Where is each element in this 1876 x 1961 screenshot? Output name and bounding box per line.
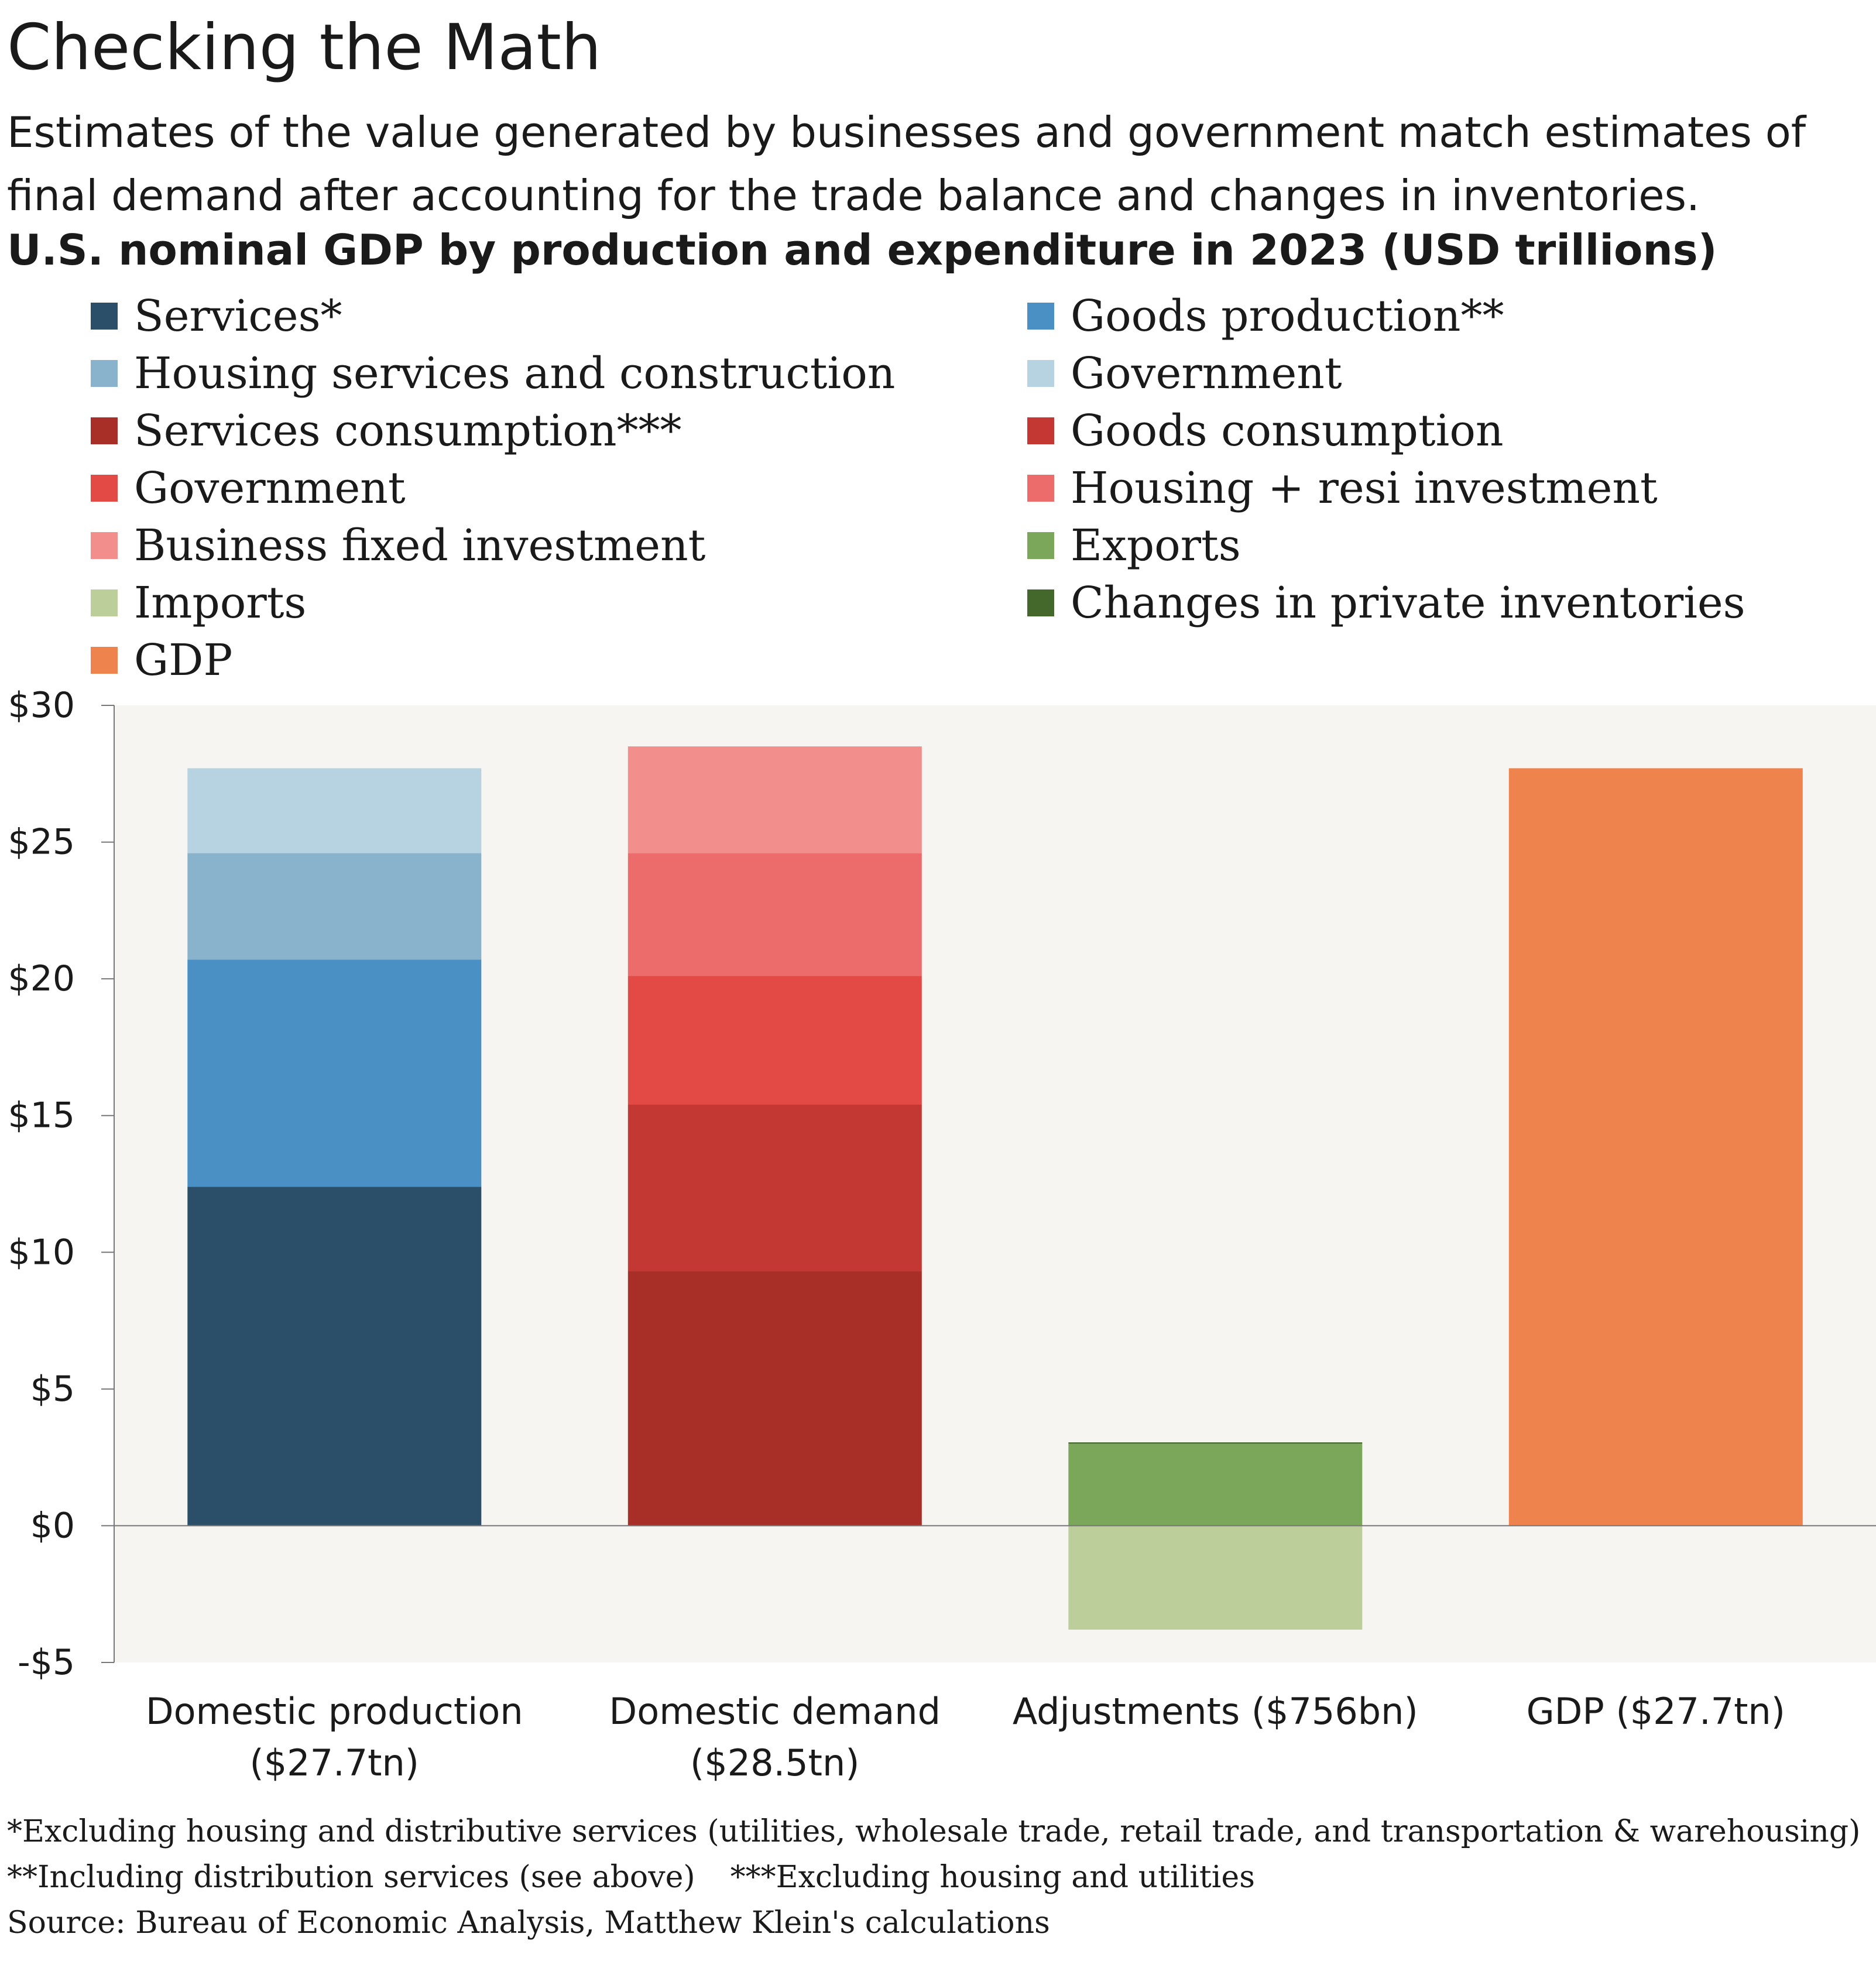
x-category-label: GDP ($27.7tn) xyxy=(1527,1690,1785,1733)
legend-swatch xyxy=(1027,303,1054,330)
chart-subtitle: Estimates of the value generated by busi… xyxy=(7,108,1806,220)
x-category-label: ($28.5tn) xyxy=(690,1741,859,1784)
legend: Services* Goods production** Housing servi… xyxy=(91,291,1847,685)
legend-item: GDP xyxy=(91,635,1027,685)
bar-segment xyxy=(627,976,922,1105)
x-category-label: Adjustments ($756bn) xyxy=(1013,1690,1418,1733)
bar-segment xyxy=(1068,1444,1363,1526)
bar-segment xyxy=(627,853,922,976)
legend-item: Government xyxy=(91,463,1027,513)
y-tick-label: $0 xyxy=(30,1505,75,1546)
legend-swatch xyxy=(91,360,118,387)
legend-swatch xyxy=(91,647,118,674)
y-tick-label: $15 xyxy=(8,1095,75,1136)
legend-label: Government xyxy=(1071,348,1342,399)
footnote-1: *Excluding housing and distributive serv… xyxy=(7,1814,1861,1849)
bar-segment xyxy=(187,768,482,853)
legend-label: Services consumption*** xyxy=(134,406,682,456)
footnote-2: **Including distribution services (see a… xyxy=(7,1860,695,1895)
legend-swatch xyxy=(91,417,118,444)
bar-chart: $30 $25 $20 $15 $10 $5 $0 -$5 Domestic producti… xyxy=(8,685,1876,1784)
legend-item: Government xyxy=(1027,348,1847,399)
x-category-label: ($27.7tn) xyxy=(250,1741,419,1784)
y-tick-label: $30 xyxy=(8,685,75,726)
bar-segment xyxy=(1508,768,1803,1526)
legend-label: Government xyxy=(134,463,406,513)
footnote-3: ***Excluding housing and utilities xyxy=(730,1860,1255,1895)
legend-item: Imports xyxy=(91,578,1027,628)
legend-label: Business fixed investment xyxy=(134,520,706,571)
legend-item: Goods consumption xyxy=(1027,406,1847,456)
legend-item: Goods production** xyxy=(1027,291,1847,341)
legend-item: Exports xyxy=(1027,520,1847,571)
legend-swatch xyxy=(1027,417,1054,444)
legend-label: Housing services and construction xyxy=(134,348,896,399)
bar-segment xyxy=(627,1105,922,1271)
y-tick-label: -$5 xyxy=(18,1642,75,1683)
legend-swatch xyxy=(91,475,118,502)
footnotes: *Excluding housing and distributive serv… xyxy=(7,1809,1860,1946)
bar-segment xyxy=(1068,1525,1363,1630)
legend-item: Services consumption*** xyxy=(91,406,1027,456)
legend-label: Goods production** xyxy=(1071,291,1504,341)
y-tick-label: $20 xyxy=(8,958,75,999)
bar-segment xyxy=(187,959,482,1187)
chart-title: Checking the Math xyxy=(7,11,602,84)
legend-item: Changes in private inventories xyxy=(1027,578,1847,628)
legend-swatch xyxy=(91,303,118,330)
y-tick-label: $25 xyxy=(8,822,75,863)
legend-label: Changes in private inventories xyxy=(1071,578,1745,628)
bar-segment xyxy=(187,853,482,960)
legend-label: Goods consumption xyxy=(1071,406,1504,456)
x-category-label: Domestic production xyxy=(146,1690,523,1733)
legend-item: Services* xyxy=(91,291,1027,341)
legend-label: Housing + resi investment xyxy=(1071,463,1658,513)
legend-label: Imports xyxy=(134,578,307,628)
legend-swatch xyxy=(1027,532,1054,559)
legend-swatch xyxy=(1027,360,1054,387)
legend-label: Exports xyxy=(1071,520,1241,571)
source-note: Source: Bureau of Economic Analysis, Mat… xyxy=(7,1905,1050,1941)
legend-item: Housing + resi investment xyxy=(1027,463,1847,513)
legend-swatch xyxy=(1027,589,1054,616)
legend-item: Housing services and construction xyxy=(91,348,1027,399)
legend-item: Business fixed investment xyxy=(91,520,1027,571)
x-category-label: Domestic demand xyxy=(609,1690,941,1733)
chart-heading: U.S. nominal GDP by production and expen… xyxy=(7,225,1717,275)
legend-label: GDP xyxy=(134,635,233,685)
legend-swatch xyxy=(1027,475,1054,502)
legend-swatch xyxy=(91,532,118,559)
bar-segment xyxy=(627,1271,922,1526)
bar-segment xyxy=(187,1187,482,1526)
bar-segment xyxy=(627,746,922,853)
bar-segment xyxy=(1068,1442,1363,1444)
footnote-2-row: **Including distribution services (see a… xyxy=(7,1854,1860,1900)
y-tick-label: $5 xyxy=(30,1369,75,1410)
legend-swatch xyxy=(91,589,118,616)
y-tick-label: $10 xyxy=(8,1232,75,1273)
legend-label: Services* xyxy=(134,291,342,341)
